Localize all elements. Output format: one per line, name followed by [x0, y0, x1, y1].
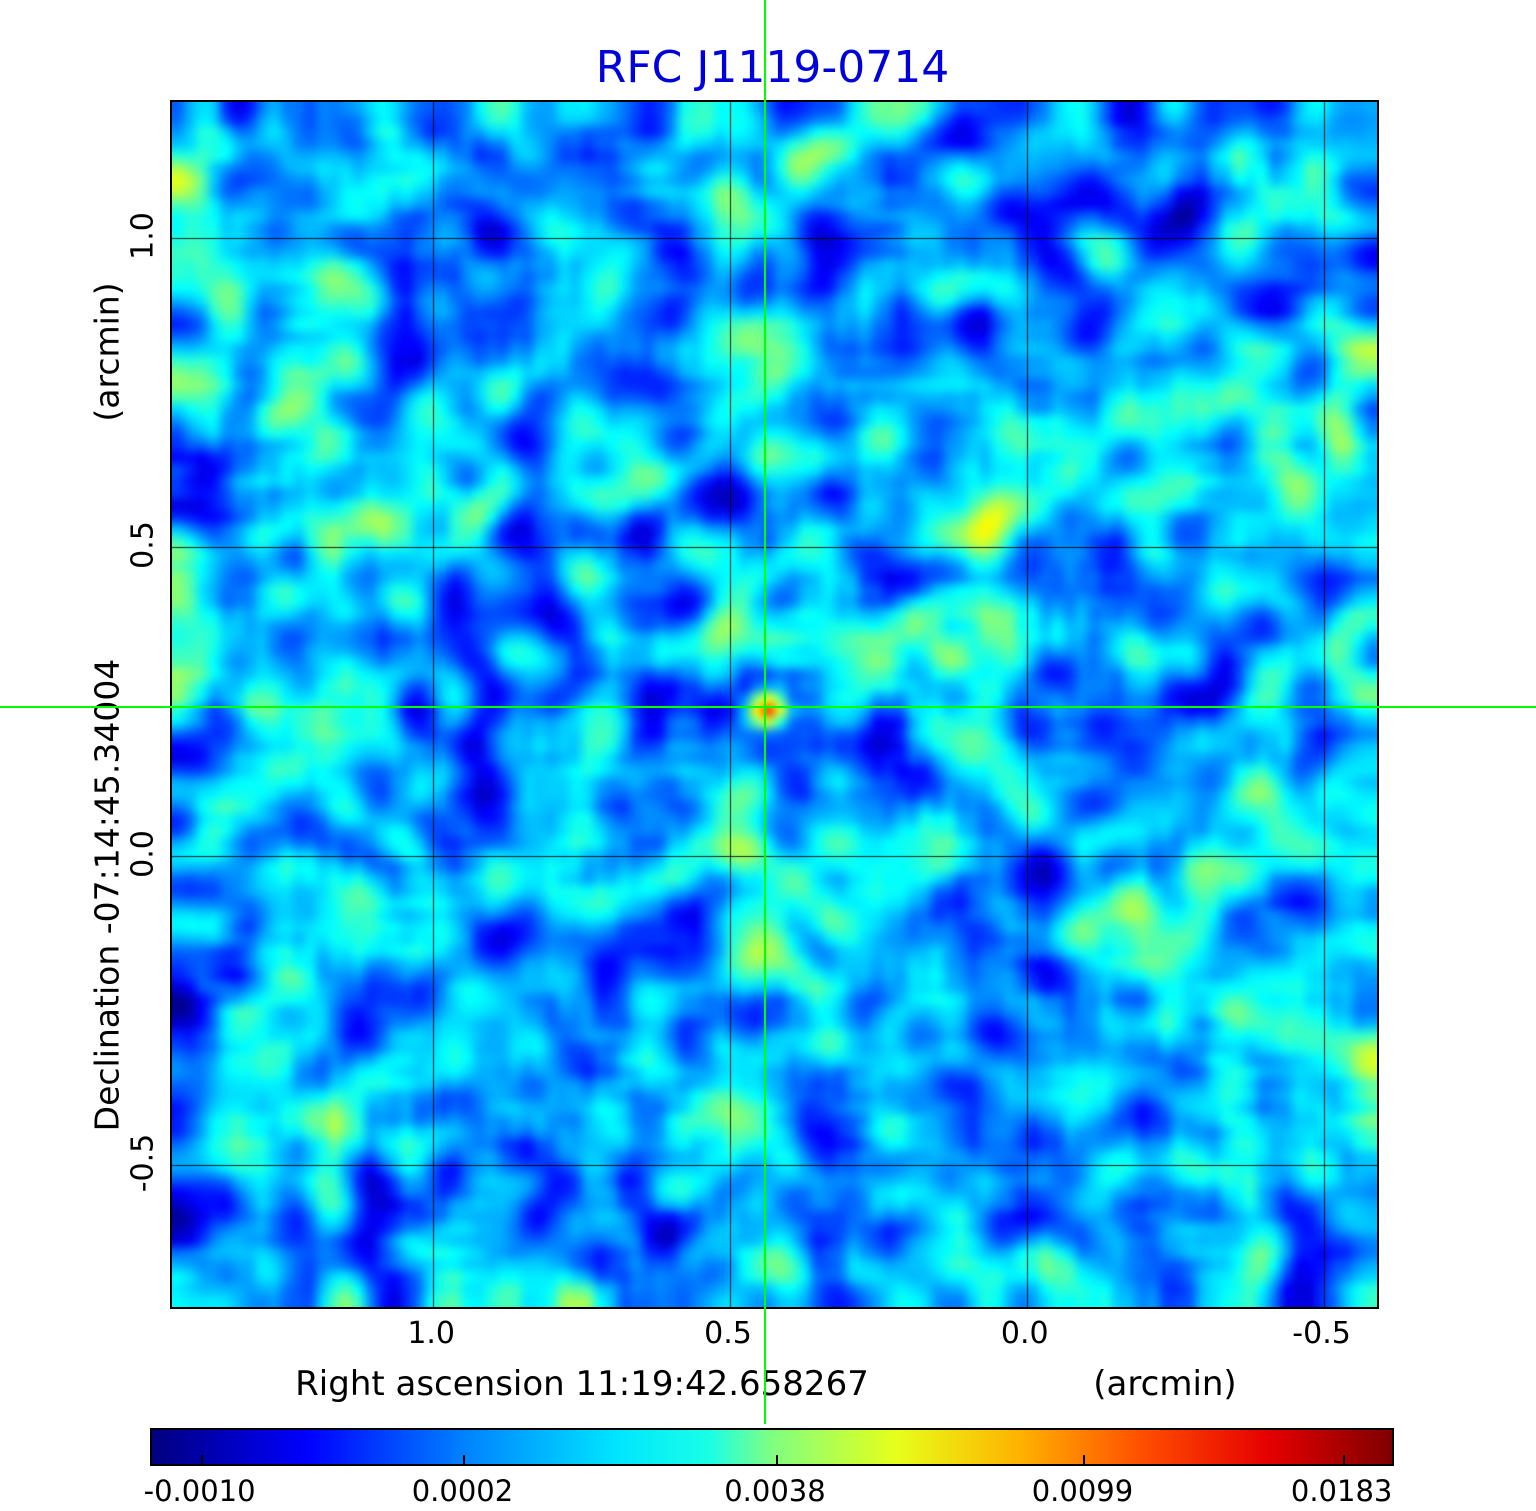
colorbar-tick-label: 0.0038 — [724, 1474, 826, 1508]
heatmap-canvas — [172, 102, 1377, 1307]
x-axis-unit: (arcmin) — [1093, 1364, 1237, 1404]
colorbar-tick-label: 0.0183 — [1290, 1474, 1393, 1508]
y-tick-label: 0.5 — [125, 521, 161, 569]
colorbar-tick-mark — [1342, 1455, 1345, 1464]
y-tick-label: 1.0 — [125, 212, 161, 260]
x-axis-label: Right ascension 11:19:42.658267 — [295, 1364, 869, 1404]
colorbar-tick-label: 0.0099 — [1031, 1474, 1134, 1508]
sky-map-plot — [170, 100, 1379, 1309]
colorbar — [150, 1428, 1394, 1466]
colorbar-tick-label: 0.0002 — [411, 1474, 514, 1508]
y-tick-label: -0.5 — [125, 1133, 161, 1193]
y-axis-unit: (arcmin) — [87, 282, 127, 422]
crosshair-vertical-line — [764, 0, 767, 1424]
crosshair-horizontal-line — [0, 706, 1536, 709]
x-tick-label: -0.5 — [1292, 1316, 1351, 1351]
x-tick-label: 0.0 — [1000, 1316, 1049, 1351]
y-tick-label: 0.0 — [125, 830, 161, 878]
colorbar-tick-mark — [775, 1455, 778, 1464]
x-tick-label: 0.5 — [704, 1316, 752, 1351]
colorbar-tick-mark — [200, 1455, 203, 1464]
y-axis-label: Declination -07:14:45.34004 — [87, 658, 127, 1132]
x-tick-label: 1.0 — [407, 1316, 456, 1351]
plot-title: RFC J1119-0714 — [595, 42, 950, 93]
colorbar-tick-mark — [1083, 1455, 1086, 1464]
colorbar-tick-mark — [463, 1455, 466, 1464]
colorbar-tick-label: -0.0010 — [143, 1474, 256, 1508]
